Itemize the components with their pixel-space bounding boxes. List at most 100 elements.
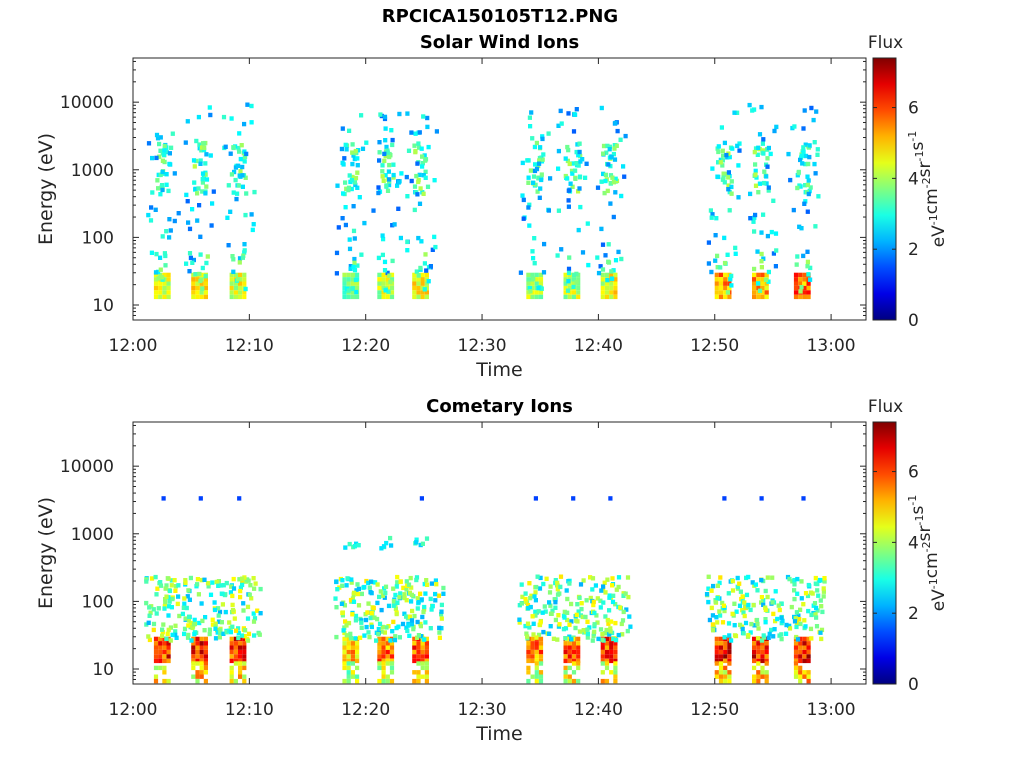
- flux-cell: [574, 161, 579, 166]
- flux-cell: [180, 611, 185, 617]
- flux-cell: [424, 654, 429, 659]
- flux-cell: [609, 285, 614, 291]
- flux-cell: [814, 615, 819, 620]
- flux-cell: [613, 641, 618, 646]
- flux-cell: [150, 190, 155, 195]
- flux-cell: [714, 615, 719, 620]
- flux-cell: [237, 256, 243, 261]
- colorbar-tick-label: 0: [908, 311, 919, 331]
- flux-cell: [416, 658, 421, 664]
- flux-cell: [217, 609, 223, 615]
- flux-cell: [789, 604, 794, 610]
- flux-cell: [616, 249, 621, 255]
- flux-cell: [381, 277, 386, 282]
- flux-cell: [424, 665, 429, 671]
- flux-cell: [407, 633, 412, 638]
- flux-cell: [233, 658, 238, 664]
- flux-cell: [370, 608, 375, 613]
- flux-cell: [352, 267, 358, 273]
- flux-cell: [412, 277, 417, 282]
- flux-cell: [798, 277, 803, 282]
- flux-cell: [346, 288, 351, 293]
- flux-cell: [231, 269, 236, 274]
- flux-cell: [430, 603, 435, 609]
- flux-cell: [248, 583, 253, 588]
- flux-cell: [815, 588, 820, 593]
- flux-cell: [405, 239, 410, 245]
- flux-cell: [754, 617, 760, 623]
- flux-cell: [798, 281, 803, 286]
- flux-cell: [339, 601, 344, 606]
- flux-cell: [723, 290, 728, 295]
- flux-cell: [416, 600, 421, 605]
- flux-cell: [716, 160, 721, 165]
- flux-cell: [764, 674, 769, 679]
- flux-cell: [799, 153, 804, 158]
- flux-cell: [526, 670, 531, 675]
- flux-cell: [798, 654, 803, 659]
- flux-cell: [598, 627, 604, 632]
- flux-cell: [393, 634, 398, 639]
- flux-cell: [763, 607, 768, 613]
- flux-cell: [720, 600, 725, 606]
- flux-cell: [229, 272, 234, 278]
- flux-cell: [524, 599, 529, 604]
- flux-cell: [806, 285, 811, 291]
- flux-cell: [421, 173, 426, 178]
- flux-cell: [397, 111, 402, 117]
- flux-cell: [166, 641, 171, 646]
- flux-cell: [619, 193, 624, 199]
- flux-cell: [528, 289, 533, 294]
- flux-cell: [188, 255, 193, 261]
- flux-cell: [398, 591, 403, 596]
- flux-cell: [538, 294, 544, 300]
- flux-cell: [759, 104, 764, 110]
- flux-cell: [342, 625, 347, 630]
- flux-cell: [372, 615, 377, 620]
- flux-cell: [779, 632, 784, 637]
- flux-cell: [602, 190, 607, 196]
- flux-cell: [544, 576, 549, 581]
- flux-cell: [153, 277, 159, 282]
- flux-cell: [802, 618, 807, 623]
- flux-cell: [604, 665, 610, 671]
- flux-cell: [348, 597, 354, 603]
- flux-cell: [160, 169, 165, 175]
- flux-cell: [796, 169, 801, 175]
- colorbar-tick-label: 6: [908, 99, 919, 119]
- flux-cell: [714, 636, 719, 642]
- flux-cell: [182, 601, 187, 606]
- flux-cell: [530, 614, 535, 619]
- flux-cell: [418, 591, 423, 596]
- flux-cell: [369, 624, 374, 630]
- flux-cell: [592, 622, 597, 627]
- flux-cell: [203, 191, 208, 196]
- flux-cell: [718, 294, 724, 300]
- flux-cell: [342, 272, 347, 278]
- flux-cell: [567, 665, 572, 671]
- flux-cell: [199, 654, 204, 659]
- flux-cell: [727, 645, 732, 650]
- flux-cell: [574, 271, 579, 277]
- flux-cell: [806, 658, 811, 664]
- flux-cell: [433, 578, 438, 583]
- flux-cell: [186, 220, 191, 225]
- flux-cell: [559, 121, 564, 126]
- flux-cell: [530, 649, 535, 655]
- flux-cells: [144, 496, 827, 684]
- flux-cell: [711, 628, 716, 633]
- flux-cell: [739, 596, 744, 602]
- flux-cell: [525, 634, 530, 639]
- flux-cell: [600, 272, 605, 278]
- flux-cell: [715, 253, 720, 259]
- flux-cell: [146, 212, 151, 218]
- flux-cell: [415, 596, 420, 601]
- flux-cell: [534, 290, 539, 295]
- flux-cell: [233, 165, 238, 170]
- flux-cell: [599, 179, 604, 184]
- flux-cell: [551, 636, 556, 641]
- flux-cell: [718, 613, 723, 618]
- flux-cell: [389, 543, 394, 548]
- flux-cell: [538, 649, 544, 655]
- flux-cell: [381, 670, 386, 675]
